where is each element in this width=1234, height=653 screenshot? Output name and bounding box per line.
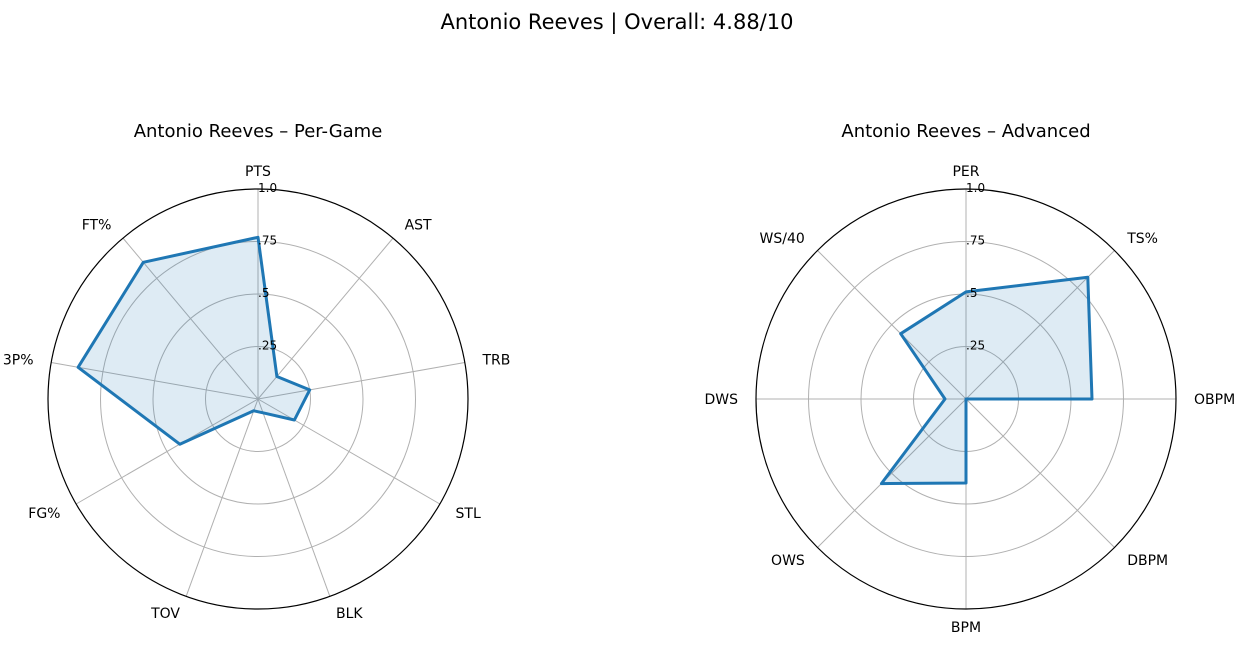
axis-label-ts-pct: TS% xyxy=(1126,231,1158,247)
axis-label-trb: TRB xyxy=(482,352,511,368)
axis-label-bpm: BPM xyxy=(951,620,981,636)
radial-tick-label: 1.0 xyxy=(258,181,277,195)
polar-frame xyxy=(755,188,1177,610)
axis-label-obpm: OBPM xyxy=(1194,392,1234,408)
grid-spoke xyxy=(257,398,441,505)
axis-label-blk: BLK xyxy=(336,606,363,622)
figure-title: Antonio Reeves | Overall: 4.88/10 xyxy=(441,10,794,35)
axis-label-ws-40: WS/40 xyxy=(760,231,805,247)
grid-spoke xyxy=(965,398,1115,548)
grid-spoke xyxy=(817,250,967,400)
axis-label-dws: DWS xyxy=(704,392,738,408)
polar-frame xyxy=(47,188,469,610)
radial-tick-label: 1.0 xyxy=(966,181,985,195)
axis-label-ast: AST xyxy=(405,217,432,233)
chart-title: Antonio Reeves – Advanced xyxy=(841,121,1090,142)
grid-spoke xyxy=(75,398,259,505)
grid-spoke xyxy=(51,362,259,400)
chart-title: Antonio Reeves – Per-Game xyxy=(134,121,383,142)
axis-label-fg-pct: FG% xyxy=(28,506,60,522)
grid-spoke xyxy=(122,237,259,400)
axis-label-ft-pct: FT% xyxy=(82,217,112,233)
axis-label-tov: TOV xyxy=(150,606,180,622)
radial-tick-label: .75 xyxy=(258,234,277,248)
radial-tick-label: .75 xyxy=(966,234,985,248)
series-line xyxy=(76,235,312,446)
axis-label-dbpm: DBPM xyxy=(1127,553,1168,569)
grid-spoke xyxy=(185,398,259,597)
series-fill xyxy=(881,277,1092,484)
radial-tick-label: .25 xyxy=(258,339,277,353)
grid-spoke xyxy=(965,250,1115,400)
grid-spoke xyxy=(257,362,465,400)
radial-tick-label: .5 xyxy=(966,286,977,300)
radial-tick-label: .25 xyxy=(966,339,985,353)
grid-spoke xyxy=(257,398,331,597)
radial-tick-label: .5 xyxy=(258,286,269,300)
grid-spoke xyxy=(257,237,394,400)
axis-label-ows: OWS xyxy=(771,553,805,569)
series-fill xyxy=(78,237,310,445)
axis-label-per: PER xyxy=(952,164,979,180)
axis-label-stl: STL xyxy=(456,506,481,522)
grid-spoke xyxy=(817,398,967,548)
axis-label-pts: PTS xyxy=(245,164,271,180)
axis-label-3p-pct: 3P% xyxy=(3,352,34,368)
